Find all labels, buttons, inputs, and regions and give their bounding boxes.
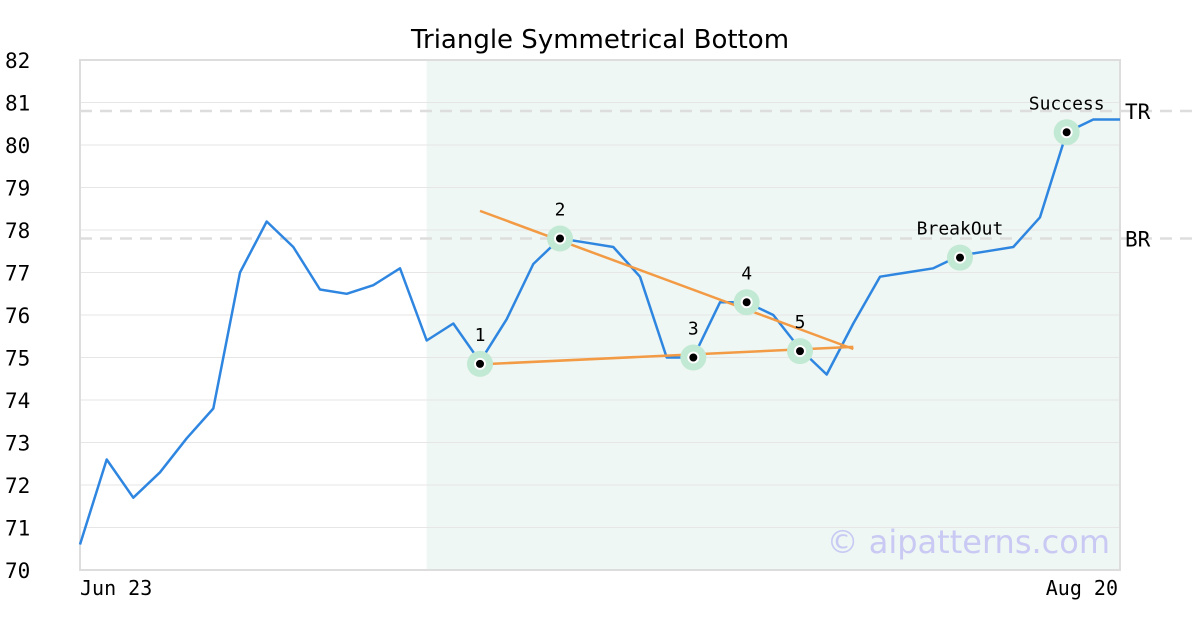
y-tick-label: 76 <box>5 304 30 328</box>
y-tick-label: 72 <box>5 474 30 498</box>
y-tick-label: 82 <box>5 49 30 73</box>
grid <box>80 102 1120 528</box>
x-tick-label: Jun 23 <box>80 576 152 600</box>
y-tick-label: 75 <box>5 347 30 371</box>
marker-dot <box>474 357 486 370</box>
marker-dot <box>687 351 700 364</box>
marker-dot <box>740 296 753 309</box>
level-label-br: BR <box>1125 228 1151 252</box>
watermark: © aipatterns.com <box>827 523 1110 561</box>
level-label-tr: TR <box>1125 100 1151 124</box>
y-tick-label: 71 <box>5 517 30 541</box>
y-tick-label: 81 <box>5 92 30 116</box>
y-tick-label: 70 <box>5 559 30 583</box>
y-tick-label: 74 <box>5 389 30 413</box>
marker-label: BreakOut <box>917 219 1004 240</box>
price-line <box>78 118 1120 545</box>
level-lines: TR BR <box>80 100 1200 252</box>
plot-frame <box>79 59 1121 571</box>
series-lines <box>78 118 1120 545</box>
y-tick-label: 79 <box>5 177 30 201</box>
x-axis-ticks: Jun 23 Aug 20 <box>80 576 1118 600</box>
trendline <box>479 209 854 351</box>
y-tick-label: 73 <box>5 432 30 456</box>
marker-label: 2 <box>555 200 566 221</box>
y-tick-label: 77 <box>5 262 30 286</box>
x-tick-label: Aug 20 <box>1046 576 1118 600</box>
y-tick-label: 78 <box>5 219 30 243</box>
y-tick-label: 80 <box>5 134 30 158</box>
pattern-markers: 1 2 3 4 5 BreakOut Success <box>467 93 1105 377</box>
marker-dot <box>1060 126 1073 139</box>
y-axis-ticks: 70 71 72 73 74 75 76 77 78 79 80 81 82 <box>5 49 30 583</box>
marker-label: 3 <box>688 319 699 340</box>
marker-dot <box>554 232 566 245</box>
marker-dot <box>794 345 806 358</box>
marker-label: Success <box>1029 93 1105 114</box>
marker-dot <box>954 251 966 264</box>
marker-label: 5 <box>795 312 806 333</box>
marker-label: 4 <box>741 263 752 284</box>
marker-label: 1 <box>475 325 486 346</box>
chart-title: Triangle Symmetrical Bottom <box>410 25 789 55</box>
